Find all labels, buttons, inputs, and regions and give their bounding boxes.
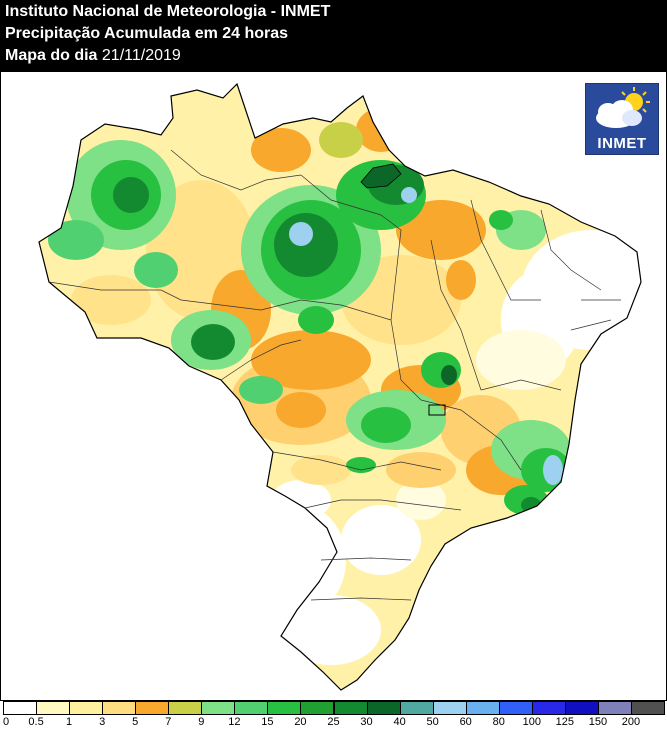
legend-swatch bbox=[498, 701, 533, 715]
precipitation-map-svg bbox=[38, 82, 642, 691]
legend-label: 1 bbox=[66, 716, 73, 728]
legend-label: 0 bbox=[2, 716, 10, 728]
cloud-sun-icon bbox=[596, 87, 650, 128]
legend-label: 100 bbox=[522, 716, 541, 728]
legend-swatch bbox=[531, 701, 566, 715]
legend-label: 80 bbox=[492, 716, 505, 728]
legend-swatch bbox=[465, 701, 500, 715]
legend-swatch bbox=[234, 701, 269, 715]
map-date-line: Mapa do dia 21/11/2019 bbox=[5, 47, 181, 65]
precipitation-legend: 0 0.5 1 3 5 7 9 12 15 20 25 30 40 50 60 80 100 125 150 200 bbox=[0, 700, 667, 730]
legend-label: 25 bbox=[327, 716, 340, 728]
legend-swatch bbox=[102, 701, 137, 715]
inmet-logo: INMET bbox=[585, 83, 659, 155]
legend-label: 20 bbox=[294, 716, 307, 728]
legend-swatch bbox=[168, 701, 203, 715]
map-date-label: Mapa do dia bbox=[5, 47, 98, 64]
map-subtitle: Precipitação Acumulada em 24 horas bbox=[5, 25, 289, 42]
legend-label: 150 bbox=[588, 716, 608, 728]
legend-label: 15 bbox=[261, 716, 274, 728]
legend-swatch bbox=[69, 701, 104, 715]
institution-title: Instituto Nacional de Meteorologia - INM… bbox=[5, 3, 331, 20]
state-borders bbox=[48, 149, 621, 601]
precipitation-fill bbox=[39, 84, 641, 690]
legend-label: 125 bbox=[555, 716, 575, 728]
legend-label: 200 bbox=[621, 716, 641, 728]
legend-swatch bbox=[36, 701, 71, 715]
map-date: 21/11/2019 bbox=[101, 47, 181, 64]
marajo-island bbox=[360, 163, 402, 189]
legend-swatch bbox=[432, 701, 467, 715]
legend-swatch bbox=[201, 701, 236, 715]
brazil-outline bbox=[38, 82, 642, 691]
legend-swatch bbox=[300, 701, 335, 715]
logo-text: INMET bbox=[597, 135, 647, 152]
legend-swatch bbox=[597, 701, 632, 715]
legend-swatch bbox=[135, 701, 170, 715]
legend-label: 3 bbox=[99, 716, 106, 728]
legend-label: 5 bbox=[132, 716, 139, 728]
legend-label: 7 bbox=[165, 716, 172, 728]
legend-label: 0.5 bbox=[28, 716, 44, 728]
legend-swatch bbox=[333, 701, 368, 715]
precipitation-map bbox=[0, 72, 667, 701]
legend-label: 30 bbox=[360, 716, 373, 728]
federal-district-outline bbox=[428, 404, 446, 416]
legend-swatch bbox=[399, 701, 434, 715]
map-header: Instituto Nacional de Meteorologia - INM… bbox=[0, 0, 667, 72]
legend-label: 60 bbox=[459, 716, 472, 728]
legend-swatch bbox=[564, 701, 599, 715]
legend-swatch bbox=[267, 701, 302, 715]
legend-swatch bbox=[366, 701, 401, 715]
legend-label: 50 bbox=[426, 716, 439, 728]
legend-label: 40 bbox=[393, 716, 406, 728]
legend-swatch bbox=[3, 701, 38, 715]
legend-label: 12 bbox=[228, 716, 241, 728]
legend-label: 9 bbox=[198, 716, 205, 728]
legend-swatch bbox=[630, 701, 665, 715]
